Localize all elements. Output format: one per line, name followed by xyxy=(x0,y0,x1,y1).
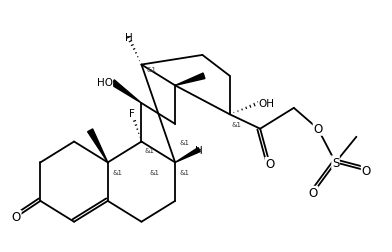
Text: O: O xyxy=(309,187,318,200)
Text: HO: HO xyxy=(96,78,113,88)
Text: &1: &1 xyxy=(113,169,122,175)
Text: O: O xyxy=(361,164,371,177)
Polygon shape xyxy=(111,81,142,104)
Text: O: O xyxy=(265,158,274,171)
Text: H: H xyxy=(195,145,203,155)
Text: &1: &1 xyxy=(149,169,159,175)
Text: OH: OH xyxy=(259,99,274,109)
Text: F: F xyxy=(129,108,135,118)
Text: &1: &1 xyxy=(180,169,190,175)
Polygon shape xyxy=(87,130,108,163)
Text: O: O xyxy=(12,211,21,224)
Text: &1: &1 xyxy=(231,121,241,128)
Text: S: S xyxy=(332,156,339,169)
Text: &1: &1 xyxy=(146,67,156,73)
Text: O: O xyxy=(313,123,323,136)
Text: &1: &1 xyxy=(180,139,190,145)
Text: &1: &1 xyxy=(145,147,154,153)
Polygon shape xyxy=(175,74,205,86)
Polygon shape xyxy=(175,148,200,163)
Text: H: H xyxy=(125,33,132,43)
